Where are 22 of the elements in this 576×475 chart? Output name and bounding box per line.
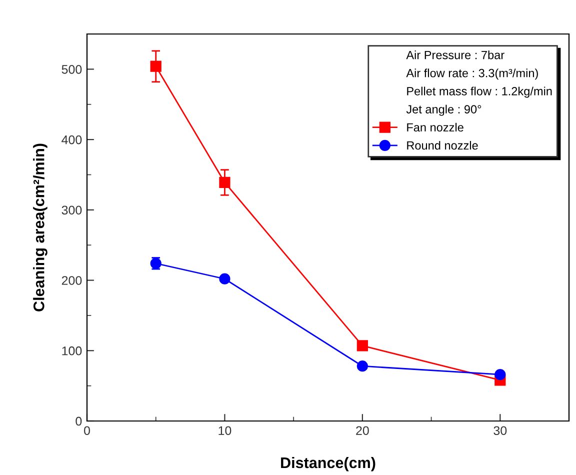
annotation: Air Pressure : 7bar: [406, 50, 504, 60]
point: [219, 176, 230, 188]
y-tick-label: 200: [62, 276, 82, 285]
annotation: Air flow rate : 3.3(m³/min): [406, 68, 538, 80]
legend-label: Round nozzle: [407, 140, 478, 150]
x-tick-label: 10: [218, 426, 232, 436]
legend-label: Fan nozzle: [407, 122, 464, 132]
y-tick-label: 500: [62, 64, 82, 74]
point: [356, 360, 368, 372]
y-tick-label: 0: [76, 416, 82, 426]
y-tick-label: 400: [62, 135, 82, 144]
y-tick-label: 100: [62, 346, 82, 356]
point: [356, 340, 368, 352]
x-tick-label: 0: [84, 426, 90, 436]
x-tick-label: 20: [356, 426, 369, 436]
x-tick-label: 30: [494, 426, 507, 436]
y-axis-title: Cleaning area(cm²/min): [33, 144, 48, 312]
annotation: Pellet mass flow : 1.2kg/min: [407, 86, 552, 98]
y-tick-label: 300: [62, 206, 82, 215]
point: [494, 369, 506, 380]
annotation: Jet angle : 90°: [406, 104, 482, 116]
x-axis-title: Distance(cm): [281, 456, 376, 472]
